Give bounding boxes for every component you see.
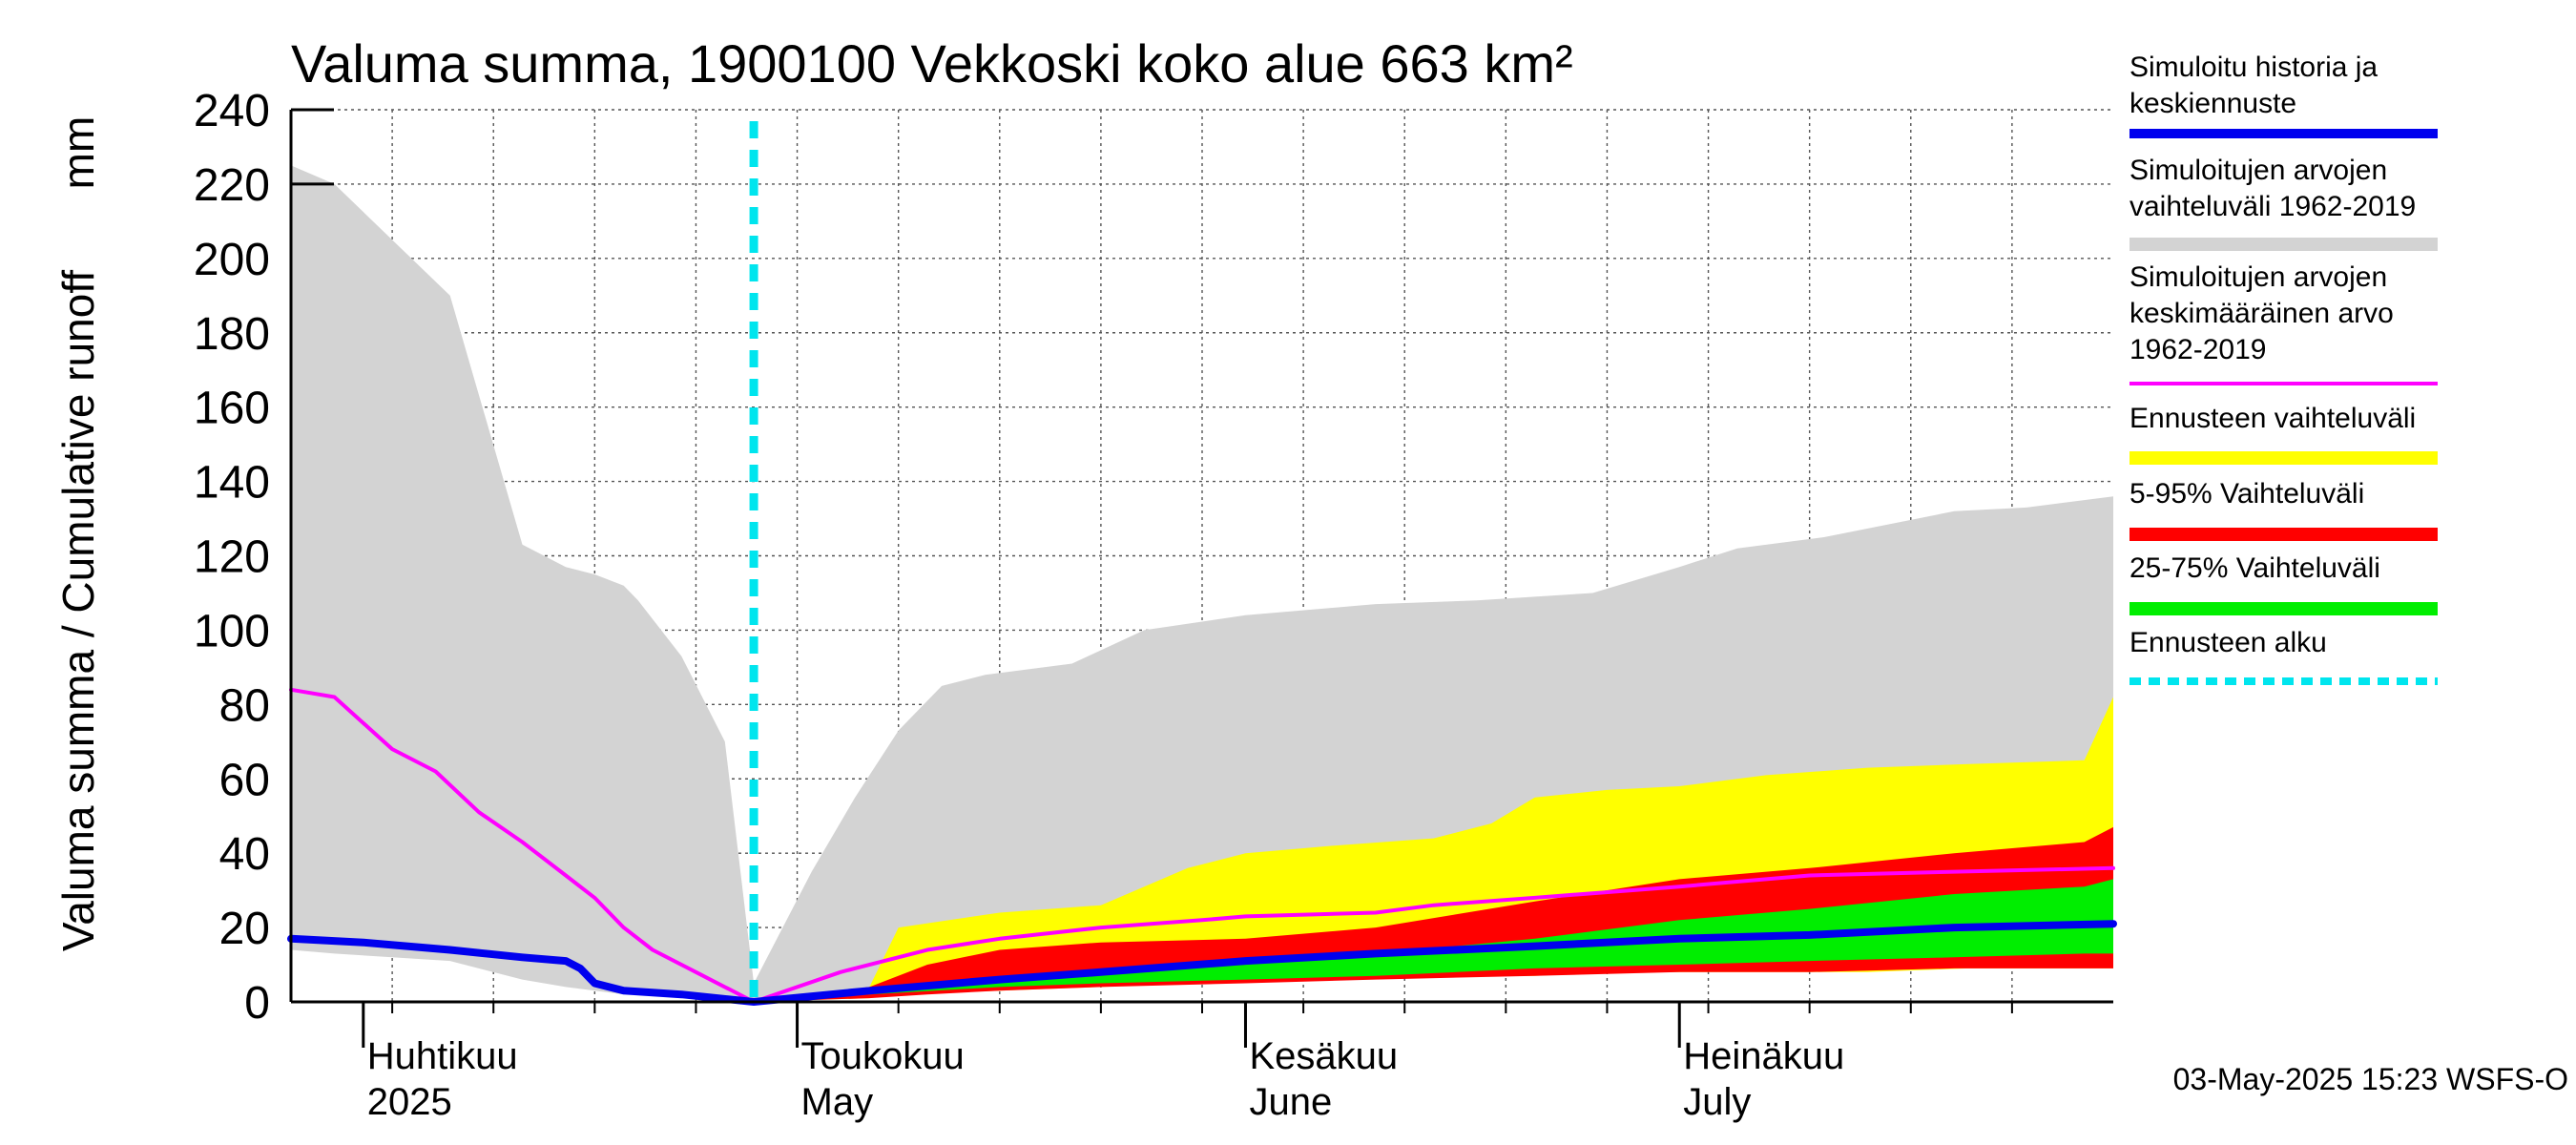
y-tick-label: 140 <box>194 458 270 509</box>
mean-line <box>289 687 2115 1004</box>
legend-label-forecast-range: Ennusteen vaihteluväli <box>2129 403 2416 434</box>
x-tick-label-sub: July <box>1683 1081 1751 1123</box>
y-axis-title: Valuma summa / Cumulative runoff <box>53 270 103 951</box>
x-tick-label-month: Heinäkuu <box>1683 1035 1844 1077</box>
legend: Simuloitu historia ja keskiennuste Simuloi… <box>2129 52 2438 685</box>
y-tick-label: 120 <box>194 532 270 583</box>
y-tick-label: 0 <box>244 978 270 1029</box>
legend-label-mean: 1962-2019 <box>2129 334 2266 365</box>
legend-label-p5-95: 5-95% Vaihteluväli <box>2129 478 2364 510</box>
legend-label-range: vaihteluväli 1962-2019 <box>2129 191 2416 222</box>
legend-label-range: Simuloitujen arvojen <box>2129 155 2387 186</box>
footer-timestamp: 03-May-2025 15:23 WSFS-O <box>2173 1062 2568 1096</box>
history-median-line <box>287 920 2117 1006</box>
legend-label-p25-75: 25-75% Vaihteluväli <box>2129 552 2380 584</box>
y-tick-label: 20 <box>219 904 270 954</box>
y-tick-label: 60 <box>219 755 270 805</box>
x-tick-label-month: Huhtikuu <box>367 1035 518 1077</box>
x-tick-label-sub: June <box>1249 1081 1332 1123</box>
y-tick-label: 200 <box>194 235 270 285</box>
y-tick-labels: 0 20 40 60 80 100 120 140 160 180 200 220 240 <box>194 86 270 1029</box>
y-tick-label: 240 <box>194 86 270 136</box>
x-tick-label-month: Toukokuu <box>801 1035 965 1077</box>
legend-label-history: keskiennuste <box>2129 88 2296 119</box>
legend-label-mean: Simuloitujen arvojen <box>2129 261 2387 293</box>
x-tick-label-sub: 2025 <box>367 1081 452 1123</box>
legend-label-forecast-start: Ennusteen alku <box>2129 627 2327 658</box>
legend-label-mean: keskimääräinen arvo <box>2129 298 2394 329</box>
y-axis-unit: mm <box>53 116 103 190</box>
chart-title: Valuma summa, 1900100 Vekkoski koko alue… <box>291 33 1573 94</box>
axes <box>289 108 2113 1048</box>
y-tick-label: 160 <box>194 384 270 434</box>
legend-label-history: Simuloitu historia ja <box>2129 52 2378 83</box>
y-tick-label: 180 <box>194 309 270 360</box>
y-tick-label: 220 <box>194 160 270 211</box>
x-tick-label-sub: May <box>801 1081 874 1123</box>
y-tick-label: 100 <box>194 606 270 656</box>
y-tick-label: 40 <box>219 829 270 880</box>
data-lines <box>287 121 2117 1006</box>
x-tick-label-month: Kesäkuu <box>1249 1035 1398 1077</box>
y-tick-label: 80 <box>219 680 270 731</box>
